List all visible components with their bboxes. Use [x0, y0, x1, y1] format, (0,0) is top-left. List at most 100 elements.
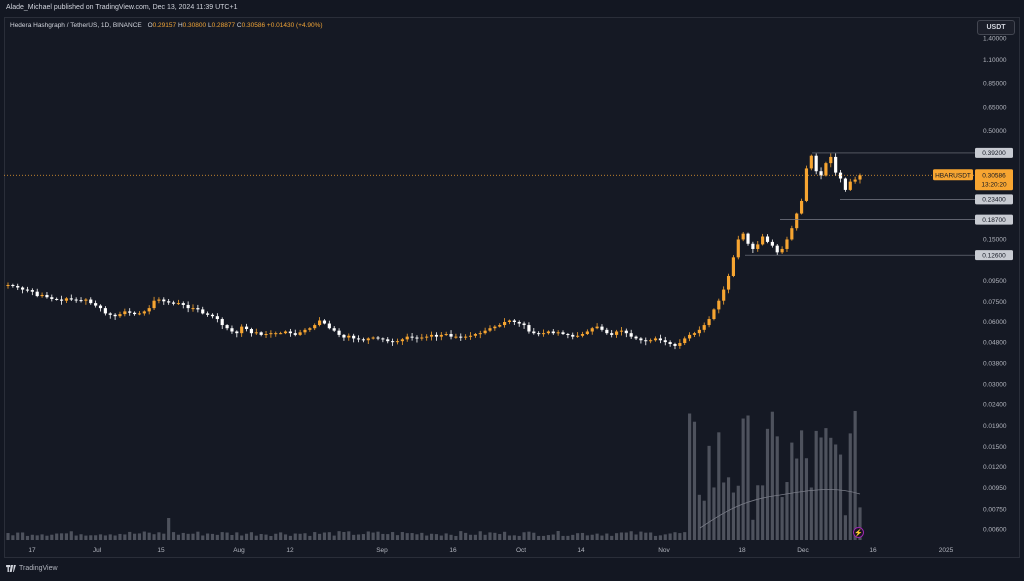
volume-bar	[123, 534, 127, 540]
volume-bar	[546, 535, 550, 540]
candle-body	[561, 332, 565, 335]
volume-bar	[376, 531, 380, 540]
volume-bar	[425, 535, 429, 540]
x-axis-tick-label: Dec	[797, 547, 809, 554]
candle-body	[113, 314, 117, 317]
candle-body	[478, 333, 482, 335]
candle-body	[459, 336, 463, 338]
lightning-icon[interactable]: ⚡	[853, 527, 864, 538]
candle-body	[429, 334, 434, 337]
volume-bar	[804, 458, 809, 540]
candle-body	[858, 175, 862, 180]
volume-bar	[64, 533, 69, 540]
volume-bar	[366, 531, 370, 540]
volume-bar	[488, 532, 492, 540]
volume-bar	[541, 535, 546, 540]
volume-bar	[303, 533, 307, 540]
y-axis-tick-label: 0.85000	[983, 80, 1007, 87]
candle-body	[167, 301, 171, 303]
candle-body	[371, 337, 375, 339]
volume-bar	[829, 437, 833, 540]
volume-bar	[678, 533, 682, 540]
volume-bar	[264, 534, 268, 540]
volume-bar	[843, 515, 847, 540]
volume-bar	[103, 535, 107, 540]
volume-bar	[697, 494, 701, 540]
volume-bar	[629, 531, 633, 540]
volume-bar	[128, 531, 132, 540]
volume-bar	[838, 454, 843, 540]
volume-bar	[566, 535, 570, 540]
volume-bar	[279, 532, 283, 540]
volume-bar	[736, 485, 740, 540]
candle-body	[123, 311, 127, 315]
volume-bar	[785, 482, 789, 540]
volume-bar	[420, 532, 424, 540]
candle-body	[580, 334, 585, 336]
candle-body	[322, 320, 327, 324]
y-axis-tick-label: 0.01900	[983, 423, 1007, 430]
x-axis-tick-label: Nov	[658, 547, 670, 554]
volume-bar	[692, 421, 697, 540]
candle-body	[293, 333, 297, 335]
candle-body	[55, 298, 59, 300]
candle-body	[770, 241, 774, 246]
y-axis-tick-label: 0.06000	[983, 319, 1007, 326]
currency-button[interactable]: USDT	[977, 20, 1015, 35]
y-axis-tick-label: 0.50000	[983, 128, 1007, 135]
candle-body	[692, 333, 697, 335]
candle-body	[726, 275, 731, 290]
candle-body	[761, 236, 765, 245]
volume-bar	[235, 532, 239, 540]
candle-body	[171, 302, 176, 304]
candle-body	[196, 308, 200, 310]
candle-body	[318, 320, 322, 326]
volume-bar	[444, 533, 448, 540]
candle-body	[201, 309, 205, 314]
volume-bar	[614, 533, 619, 540]
volume-bar	[722, 482, 726, 540]
candle-body	[785, 239, 789, 249]
symbol-tag-label: HBARUSDT	[935, 173, 971, 180]
volume-bar	[98, 534, 103, 540]
volume-bar	[274, 533, 278, 540]
volume-bar	[483, 534, 487, 540]
volume-bar	[527, 531, 531, 540]
volume-bar	[853, 410, 857, 540]
candle-body	[206, 313, 210, 315]
volume-bar	[244, 533, 249, 540]
candle-body	[488, 328, 492, 331]
candle-body	[736, 239, 740, 258]
price-change: +0.01430 (+4.90%)	[266, 22, 323, 29]
volume-bar	[644, 532, 648, 540]
volume-bar	[113, 535, 117, 540]
candle-body	[249, 329, 254, 334]
candle-body	[507, 320, 512, 322]
candle-body	[649, 340, 653, 342]
candle-body	[814, 155, 818, 172]
y-axis-tick-label: 0.07500	[983, 299, 1007, 306]
candle-body	[25, 289, 30, 291]
candle-body	[79, 300, 83, 302]
volume-bar	[225, 532, 229, 540]
volume-bar	[318, 533, 322, 540]
volume-bar	[459, 531, 463, 540]
candle-body	[6, 284, 10, 286]
candle-body	[269, 333, 273, 335]
volume-bar	[717, 432, 721, 540]
volume-bar	[381, 533, 385, 540]
volume-bar	[726, 477, 731, 540]
candle-body	[595, 326, 599, 329]
volume-bar	[507, 535, 512, 540]
volume-bar	[415, 534, 419, 540]
x-axis-tick-label: Jul	[93, 547, 102, 554]
candle-body	[848, 181, 852, 190]
volume-bar	[683, 532, 687, 540]
candle-body	[264, 334, 268, 336]
candle-body	[410, 336, 414, 338]
candle-body	[780, 248, 784, 253]
volume-bar	[137, 533, 142, 540]
volume-bar	[741, 418, 745, 540]
volume-bar	[157, 532, 161, 540]
